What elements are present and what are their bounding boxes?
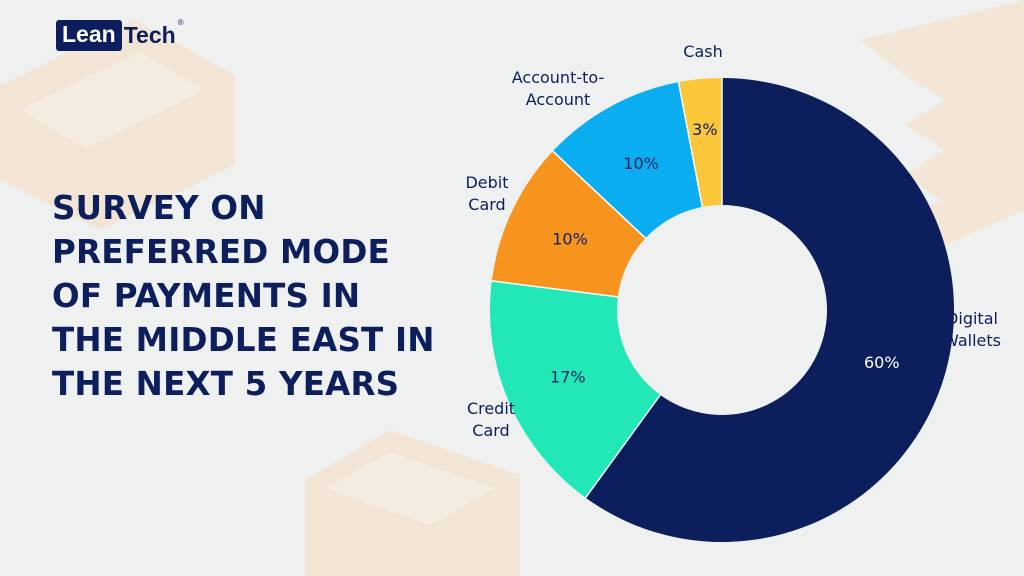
slice-cash [678,78,722,207]
slice-separator [552,150,646,239]
category-label-credit-card: Credit Card [467,399,515,440]
title-line-3: OF PAYMENTS IN [52,277,361,315]
category-label-digital-wallets: Digital Wallets [943,309,1001,350]
slice-separator [677,81,704,208]
page-title: SURVEY ON PREFERRED MODE OF PAYMENTS IN … [52,186,435,406]
title-line-5: THE NEXT 5 YEARS [52,365,400,403]
slice-separator [491,280,618,298]
value-label-debit-card: 10% [552,229,588,248]
value-label-account-to-account: 10% [623,154,659,173]
title-line-2: PREFERRED MODE [52,233,390,271]
slice-digital-wallets [585,78,955,542]
title-line-4: THE MIDDLE EAST IN [52,321,435,359]
value-label-credit-card: 17% [550,368,586,387]
slice-debit-card [491,151,646,297]
slice-separator [585,394,661,499]
category-label-cash: Cash [683,42,722,61]
logo-lean-text: Lean [56,20,122,51]
decor-stairs-shape [860,0,1024,250]
slice-credit-card [490,280,661,498]
value-label-digital-wallets: 60% [864,353,900,372]
category-label-account-to-account: Account-to-Account [512,68,605,109]
leantech-logo: Lean Tech ® [56,18,184,51]
category-label-debit-card: Debit Card [465,173,508,214]
registered-mark: ® [177,18,184,27]
decor-server-shape [305,430,520,576]
value-label-cash: 3% [692,120,717,139]
decor-card-shape [0,20,235,230]
logo-tech-text: Tech [123,22,176,48]
title-line-1: SURVEY ON [52,189,266,227]
slice-account-to-account [552,82,703,239]
